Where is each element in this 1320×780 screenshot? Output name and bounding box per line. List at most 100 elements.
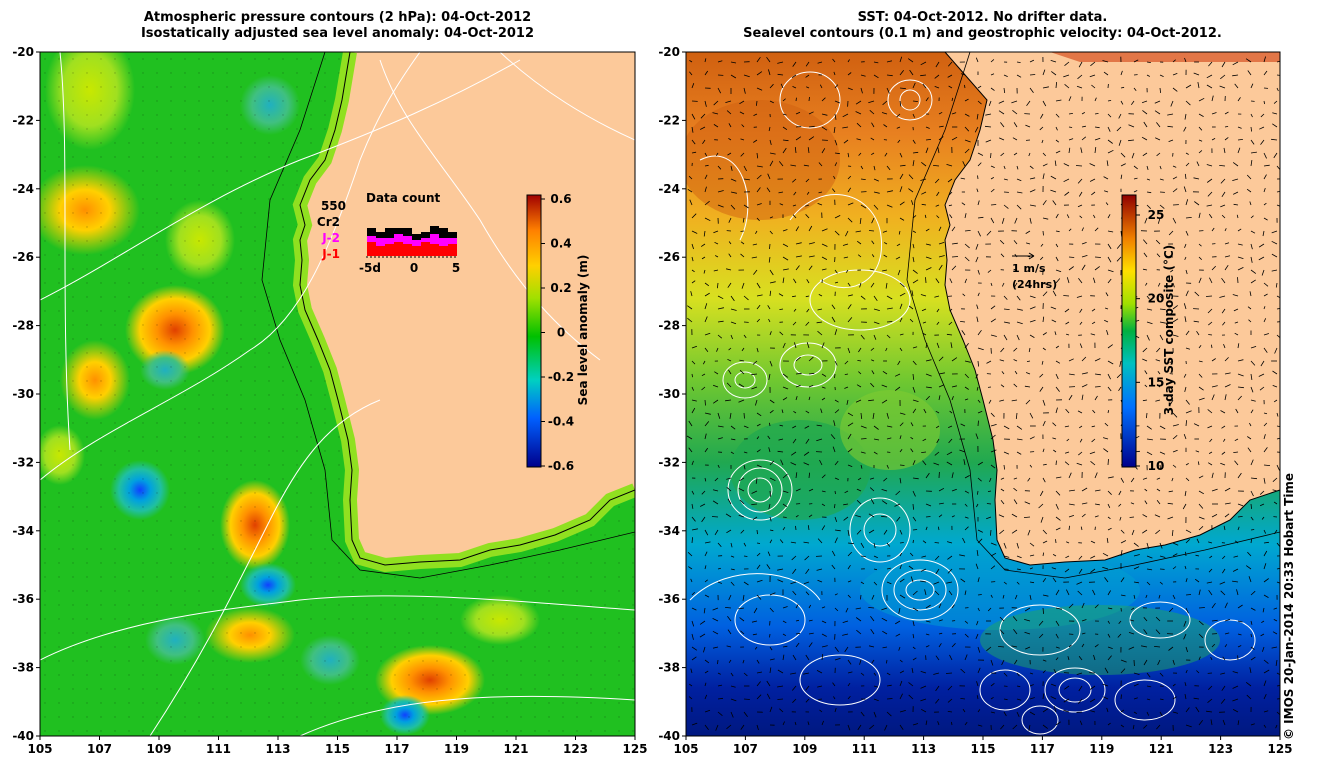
velocity-vector — [947, 178, 953, 183]
velocity-vector — [1184, 682, 1187, 687]
colorbar-tick-label: 0 — [557, 326, 565, 340]
velocity-vector — [899, 422, 904, 427]
velocity-vector — [1198, 256, 1202, 260]
velocity-vector — [831, 304, 836, 310]
velocity-vector — [912, 360, 917, 366]
inset-bar-segment — [430, 226, 439, 234]
inset-mission-j2: J-2 — [321, 231, 340, 245]
velocity-vector — [925, 720, 928, 726]
velocity-vector — [1143, 616, 1148, 622]
velocity-vector — [1224, 137, 1229, 141]
velocity-vector — [755, 230, 758, 234]
velocity-vector — [1272, 631, 1278, 635]
velocity-vector — [847, 87, 853, 91]
velocity-vector — [729, 412, 732, 419]
velocity-vector — [912, 503, 914, 510]
velocity-vector — [769, 592, 776, 596]
velocity-vector — [1052, 577, 1057, 583]
velocity-vector — [1185, 347, 1191, 350]
right-lon-tick-label: 109 — [792, 742, 817, 756]
velocity-vector — [868, 230, 875, 232]
velocity-vector — [1081, 255, 1088, 258]
velocity-vector — [793, 410, 797, 414]
velocity-vector — [1107, 360, 1114, 365]
velocity-vector — [1211, 488, 1218, 492]
velocity-vector — [780, 459, 784, 466]
velocity-vector — [1133, 683, 1139, 687]
velocity-vector — [847, 724, 851, 731]
velocity-vector — [833, 420, 836, 427]
velocity-vector — [1237, 228, 1242, 232]
velocity-vector — [1016, 555, 1022, 559]
sla-colorbar — [526, 194, 542, 468]
velocity-vector — [1156, 488, 1161, 492]
velocity-vector — [1167, 125, 1174, 128]
velocity-vector — [912, 230, 916, 233]
velocity-vector — [1011, 399, 1018, 402]
velocity-vector — [1195, 706, 1200, 713]
velocity-vector — [1224, 394, 1227, 401]
velocity-vector — [691, 213, 697, 219]
velocity-vector — [860, 204, 867, 209]
velocity-vector — [871, 370, 875, 375]
velocity-vector — [855, 607, 862, 610]
velocity-vector — [873, 555, 878, 559]
velocity-vector — [935, 61, 940, 68]
velocity-vector — [920, 294, 927, 297]
velocity-vector — [1066, 214, 1070, 219]
velocity-vector — [1184, 57, 1187, 63]
velocity-vector — [873, 204, 879, 210]
velocity-vector — [922, 540, 927, 544]
velocity-vector — [1146, 698, 1151, 701]
velocity-vector — [897, 360, 901, 366]
velocity-vector — [1155, 529, 1161, 535]
velocity-vector — [1094, 227, 1099, 232]
velocity-vector — [1024, 631, 1031, 635]
velocity-vector — [1081, 242, 1087, 245]
velocity-vector — [1246, 188, 1252, 193]
velocity-vector — [1237, 267, 1244, 271]
right-lon-tick-label: 121 — [1149, 742, 1174, 756]
velocity-vector — [1223, 525, 1226, 531]
velocity-vector — [948, 85, 953, 89]
velocity-vector — [1221, 191, 1226, 198]
velocity-vector — [947, 568, 953, 574]
velocity-vector — [1025, 269, 1031, 273]
velocity-vector — [1250, 373, 1253, 380]
velocity-vector — [1237, 147, 1241, 154]
velocity-vector — [717, 190, 724, 193]
velocity-vector — [1156, 122, 1161, 128]
velocity-vector — [1263, 447, 1268, 453]
velocity-vector — [1193, 72, 1200, 76]
velocity-vector — [976, 113, 979, 120]
velocity-vector — [756, 423, 761, 427]
velocity-vector — [1237, 620, 1243, 623]
velocity-vector — [1089, 178, 1096, 182]
colorbar-tick-label: 10 — [1148, 459, 1165, 473]
velocity-vector — [738, 383, 745, 388]
velocity-vector — [964, 373, 969, 379]
velocity-vector — [817, 330, 823, 336]
inset-bar-segment — [448, 244, 457, 256]
velocity-vector — [1219, 85, 1226, 89]
velocity-vector — [1275, 282, 1278, 288]
velocity-vector — [855, 111, 862, 115]
velocity-vector — [860, 295, 866, 300]
velocity-vector — [1042, 577, 1047, 583]
velocity-vector — [896, 243, 901, 247]
velocity-vector — [1250, 529, 1255, 531]
velocity-vector — [842, 633, 849, 636]
velocity-vector — [1159, 425, 1166, 430]
velocity-vector — [1185, 463, 1189, 466]
velocity-vector — [921, 203, 927, 206]
velocity-vector — [740, 724, 745, 730]
colorbar-tick-label: -0.2 — [548, 370, 574, 384]
velocity-vector — [1211, 344, 1213, 349]
velocity-vector — [1066, 277, 1070, 284]
velocity-vector — [795, 265, 800, 271]
velocity-vector — [1014, 659, 1018, 665]
velocity-vector — [756, 412, 762, 417]
velocity-vector — [1042, 173, 1045, 180]
velocity-vector — [1245, 565, 1252, 570]
velocity-vector — [728, 253, 732, 258]
